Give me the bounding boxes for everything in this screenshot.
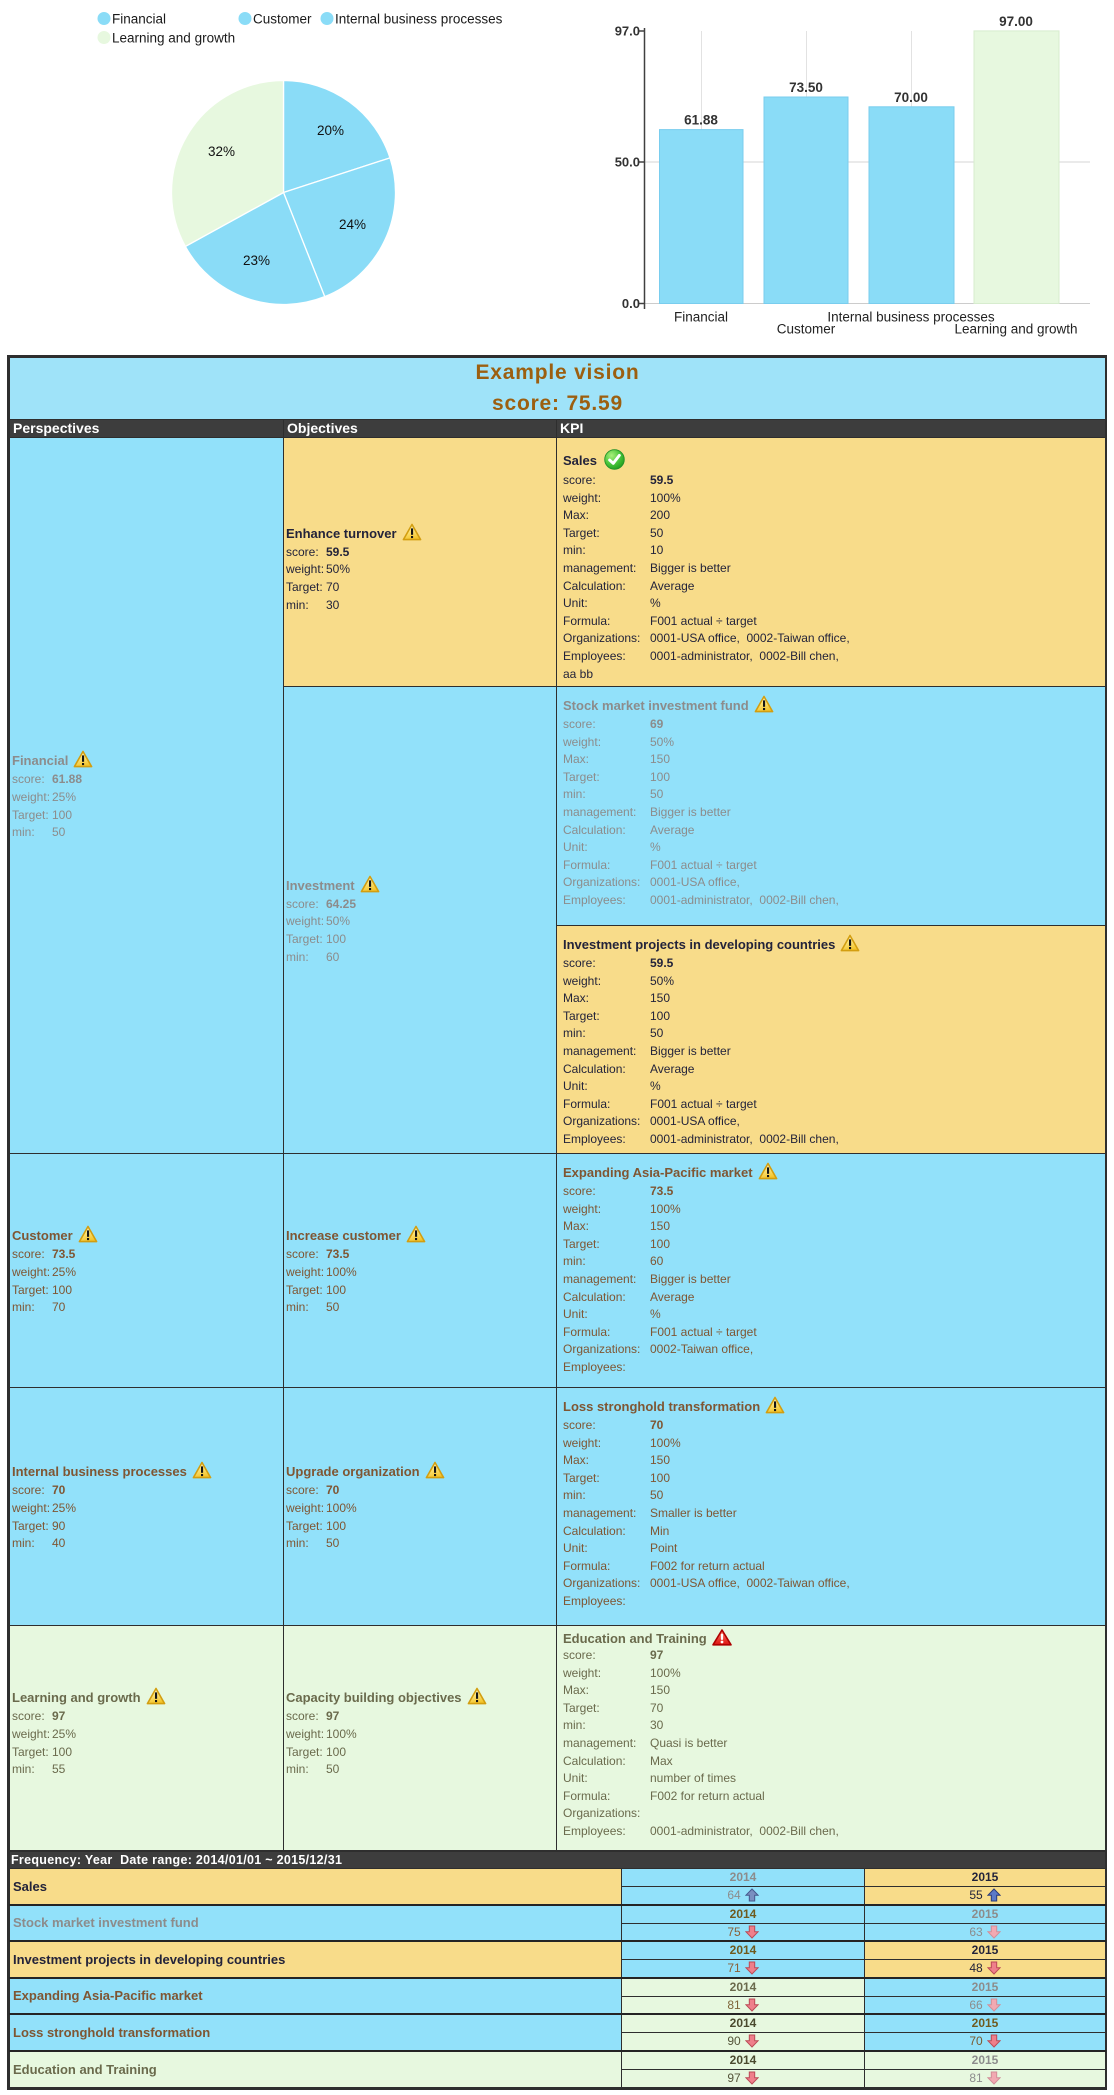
svg-text:70.00: 70.00 xyxy=(894,90,928,105)
svg-text:Financial: Financial xyxy=(674,310,728,325)
svg-text:Internal business processes: Internal business processes xyxy=(827,310,995,325)
svg-text:Customer: Customer xyxy=(253,12,312,27)
svg-text:Customer: Customer xyxy=(777,322,836,337)
svg-text:0.0: 0.0 xyxy=(622,296,640,311)
svg-text:97.0: 97.0 xyxy=(615,24,640,39)
svg-text:73.50: 73.50 xyxy=(789,80,823,95)
svg-text:50.0: 50.0 xyxy=(615,155,640,170)
svg-text:20%: 20% xyxy=(317,123,344,138)
svg-text:Financial: Financial xyxy=(112,12,166,27)
svg-text:Learning and growth: Learning and growth xyxy=(954,322,1077,337)
svg-text:61.88: 61.88 xyxy=(684,113,718,128)
svg-text:32%: 32% xyxy=(208,144,235,159)
svg-text:23%: 23% xyxy=(243,253,270,268)
svg-text:97.00: 97.00 xyxy=(999,14,1033,29)
svg-text:24%: 24% xyxy=(339,217,366,232)
svg-text:Learning and growth: Learning and growth xyxy=(112,31,235,46)
svg-text:Internal business processes: Internal business processes xyxy=(335,12,503,27)
